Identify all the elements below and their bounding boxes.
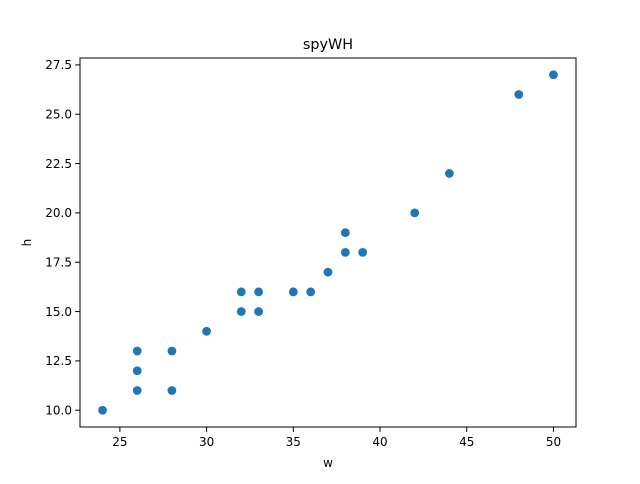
data-point-1 [132, 386, 142, 395]
data-point-0 [98, 405, 107, 415]
x-tick-label: 40 [372, 435, 387, 449]
y-tick-label: 25.0 [45, 108, 72, 122]
data-point-19 [514, 90, 524, 99]
data-point-3 [132, 346, 142, 356]
y-tick-label: 20.0 [45, 206, 72, 220]
y-tick-label: 17.5 [45, 256, 72, 270]
data-point-8 [236, 287, 246, 297]
plot-frame [79, 57, 577, 428]
y-tick-label: 27.5 [45, 58, 72, 72]
data-point-4 [167, 386, 177, 395]
data-point-14 [340, 247, 350, 257]
x-axis-ticks: 25 30 35 40 45 50 [112, 427, 561, 449]
data-point-17 [410, 208, 420, 218]
data-point-18 [444, 169, 454, 178]
x-axis-label: w [323, 456, 333, 470]
chart-title: spyWH [303, 37, 353, 53]
data-point-11 [288, 287, 298, 297]
data-point-12 [306, 287, 316, 297]
y-tick-label: 15.0 [45, 305, 72, 319]
data-point-7 [236, 307, 246, 316]
data-point-6 [202, 326, 212, 336]
data-point-13 [323, 267, 333, 277]
data-point-16 [358, 247, 368, 257]
data-points [98, 70, 558, 415]
x-tick-label: 25 [112, 435, 127, 449]
plot-area [80, 58, 576, 427]
y-axis-label: h [20, 239, 34, 247]
data-point-9 [254, 307, 264, 316]
data-point-20 [549, 70, 558, 80]
data-point-5 [167, 346, 177, 356]
x-tick-label: 45 [459, 435, 474, 449]
x-tick-label: 35 [286, 435, 301, 449]
data-point-2 [132, 366, 142, 376]
y-tick-label: 22.5 [45, 157, 72, 171]
x-tick-label: 30 [199, 435, 214, 449]
data-point-10 [254, 287, 264, 297]
data-point-15 [340, 228, 350, 238]
y-tick-label: 12.5 [45, 354, 72, 368]
y-tick-label: 10.0 [45, 404, 72, 418]
x-tick-label: 50 [546, 435, 561, 449]
y-axis-ticks: 10.0 12.5 15.0 17.5 20.0 22.5 25.0 27.5 [45, 58, 80, 418]
